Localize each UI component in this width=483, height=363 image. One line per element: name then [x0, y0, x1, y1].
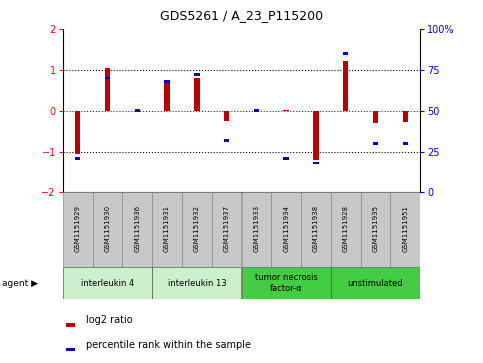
Text: GSM1151929: GSM1151929	[75, 205, 81, 252]
Bar	[194, 73, 199, 76]
Bar	[313, 111, 319, 160]
Bar	[194, 78, 199, 111]
Bar	[403, 142, 408, 145]
Bar	[182, 192, 212, 267]
Bar	[373, 111, 378, 123]
Bar	[284, 110, 289, 111]
Bar	[254, 110, 259, 111]
Bar	[63, 267, 152, 299]
Bar	[331, 267, 420, 299]
Text: GSM1151938: GSM1151938	[313, 204, 319, 252]
Bar	[343, 61, 348, 111]
Bar	[224, 111, 229, 121]
Text: unstimulated: unstimulated	[348, 279, 403, 287]
Bar	[242, 267, 331, 299]
Bar	[390, 192, 420, 267]
Bar	[224, 139, 229, 142]
Bar	[242, 192, 271, 267]
Text: GSM1151937: GSM1151937	[224, 204, 229, 252]
Bar	[271, 192, 301, 267]
Bar	[152, 192, 182, 267]
Bar	[66, 323, 75, 327]
Bar	[343, 52, 348, 55]
Text: interleukin 13: interleukin 13	[168, 279, 226, 287]
Bar	[164, 80, 170, 83]
Bar	[284, 157, 289, 159]
Bar	[212, 192, 242, 267]
Bar	[361, 192, 390, 267]
Bar	[122, 192, 152, 267]
Text: GSM1151933: GSM1151933	[254, 204, 259, 252]
Bar	[135, 110, 140, 111]
Bar	[75, 157, 80, 159]
Text: GSM1151931: GSM1151931	[164, 204, 170, 252]
Bar	[135, 109, 140, 112]
Bar	[164, 80, 170, 111]
Text: GSM1151934: GSM1151934	[283, 205, 289, 252]
Bar	[301, 192, 331, 267]
Bar	[93, 192, 122, 267]
Bar	[373, 142, 378, 145]
Text: GSM1151932: GSM1151932	[194, 205, 200, 252]
Text: GSM1151936: GSM1151936	[134, 204, 140, 252]
Bar	[254, 109, 259, 112]
Text: GSM1151928: GSM1151928	[343, 205, 349, 252]
Text: tumor necrosis
factor-α: tumor necrosis factor-α	[255, 273, 318, 293]
Bar	[331, 192, 361, 267]
Text: GSM1151930: GSM1151930	[104, 204, 111, 252]
Text: GSM1151935: GSM1151935	[372, 205, 379, 252]
Text: percentile rank within the sample: percentile rank within the sample	[86, 340, 251, 350]
Bar	[105, 77, 110, 79]
Text: agent ▶: agent ▶	[2, 279, 39, 287]
Text: GDS5261 / A_23_P115200: GDS5261 / A_23_P115200	[160, 9, 323, 22]
Bar	[75, 111, 80, 154]
Bar	[63, 192, 93, 267]
Bar	[66, 348, 75, 351]
Bar	[105, 68, 110, 111]
Bar	[313, 162, 319, 164]
Bar	[403, 111, 408, 122]
Text: log2 ratio: log2 ratio	[86, 315, 133, 325]
Text: GSM1151951: GSM1151951	[402, 205, 408, 252]
Bar	[152, 267, 242, 299]
Text: interleukin 4: interleukin 4	[81, 279, 134, 287]
